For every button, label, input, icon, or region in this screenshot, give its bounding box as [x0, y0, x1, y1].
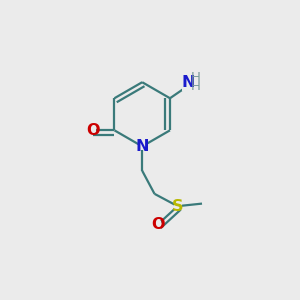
Text: H: H	[191, 71, 201, 84]
Text: N: N	[182, 75, 195, 90]
Text: O: O	[86, 123, 99, 138]
Bar	[154, 221, 161, 228]
Text: N: N	[136, 139, 149, 154]
Text: H: H	[191, 80, 201, 93]
Bar	[89, 127, 96, 134]
Bar	[182, 77, 199, 91]
Text: O: O	[151, 217, 164, 232]
Bar	[173, 202, 182, 210]
Text: S: S	[172, 199, 183, 214]
Bar	[138, 143, 146, 150]
